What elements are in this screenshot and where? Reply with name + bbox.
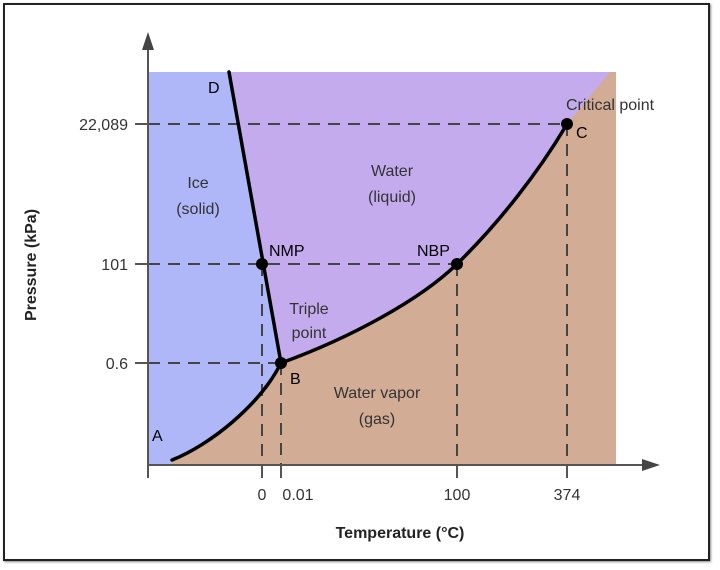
label-c: C [576, 125, 588, 142]
ice-label: Ice [187, 175, 208, 192]
liquid-label: Water [371, 163, 414, 180]
liquid-label-sub: (liquid) [368, 189, 416, 206]
x-tick-label: 0 [258, 487, 267, 504]
axes [135, 45, 645, 478]
x-axis-title: Temperature (°C) [336, 525, 465, 542]
vapor-label-sub: (gas) [359, 411, 395, 428]
label-triple-sub: point [292, 325, 327, 342]
y-tick-label: 22,089 [79, 117, 128, 134]
label-d: D [208, 80, 220, 97]
y-tick-label: 101 [101, 257, 128, 274]
y-axis-title: Pressure (kPa) [23, 209, 40, 321]
label-critical-point: Critical point [566, 97, 655, 114]
x-axis-arrow-icon [642, 459, 660, 471]
nbp-point [451, 258, 463, 270]
sublimation-curve [170, 361, 283, 462]
label-a: A [152, 428, 163, 445]
y-axis-arrow-icon [142, 32, 154, 50]
label-b: B [290, 371, 301, 388]
label-nbp: NBP [417, 243, 450, 260]
fusion-curve [227, 70, 283, 365]
label-nmp: NMP [269, 243, 305, 260]
ice-label-sub: (solid) [176, 201, 220, 218]
label-triple: Triple [289, 301, 329, 318]
x-tick-label: 100 [444, 487, 471, 504]
image-frame [3, 3, 710, 561]
y-tick-label: 0.6 [106, 356, 128, 373]
guide-lines [148, 123, 568, 465]
critical-point [561, 118, 573, 130]
x-tick-label: 0.01 [282, 487, 313, 504]
ice-region [148, 72, 281, 465]
triple-point [275, 357, 287, 369]
vapor-label: Water vapor [334, 385, 421, 402]
x-tick-label: 374 [554, 487, 581, 504]
nmp-point [256, 258, 268, 270]
